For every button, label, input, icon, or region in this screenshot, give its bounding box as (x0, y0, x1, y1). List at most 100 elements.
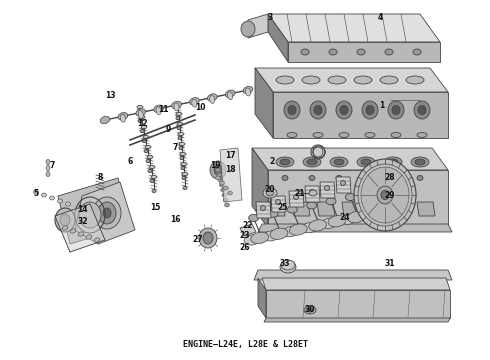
Polygon shape (55, 204, 105, 252)
Text: 5: 5 (33, 189, 39, 198)
Ellipse shape (203, 232, 213, 244)
Ellipse shape (365, 132, 375, 138)
Ellipse shape (354, 76, 372, 84)
Ellipse shape (309, 220, 326, 231)
Ellipse shape (223, 186, 228, 190)
Ellipse shape (79, 199, 101, 225)
Ellipse shape (336, 175, 342, 180)
Ellipse shape (180, 157, 184, 159)
Ellipse shape (377, 186, 393, 204)
Ellipse shape (121, 114, 125, 122)
Ellipse shape (417, 132, 427, 138)
Ellipse shape (360, 210, 376, 220)
Ellipse shape (138, 120, 142, 122)
Ellipse shape (347, 211, 365, 223)
Ellipse shape (417, 175, 423, 180)
Polygon shape (292, 202, 310, 216)
Ellipse shape (334, 159, 344, 165)
Text: 31: 31 (385, 258, 395, 267)
Ellipse shape (79, 202, 101, 228)
Ellipse shape (361, 167, 409, 223)
Ellipse shape (288, 105, 296, 114)
Polygon shape (58, 178, 130, 244)
Ellipse shape (264, 231, 279, 241)
Ellipse shape (287, 132, 297, 138)
Ellipse shape (280, 159, 290, 165)
Ellipse shape (330, 157, 348, 167)
Ellipse shape (147, 156, 153, 158)
Ellipse shape (179, 147, 183, 149)
Ellipse shape (49, 196, 54, 200)
Ellipse shape (214, 165, 222, 175)
Ellipse shape (313, 147, 323, 157)
Text: 7: 7 (49, 161, 55, 170)
Text: 3: 3 (268, 13, 272, 22)
Polygon shape (273, 92, 448, 138)
Ellipse shape (263, 188, 277, 198)
Ellipse shape (366, 105, 374, 114)
Ellipse shape (391, 132, 401, 138)
Text: 22: 22 (243, 220, 253, 230)
Ellipse shape (307, 159, 317, 165)
Text: 33: 33 (280, 258, 290, 267)
Ellipse shape (103, 208, 111, 218)
Ellipse shape (340, 105, 348, 114)
Ellipse shape (245, 88, 250, 96)
Text: 11: 11 (158, 105, 168, 114)
Ellipse shape (270, 228, 288, 239)
Polygon shape (417, 202, 435, 216)
Polygon shape (220, 148, 242, 202)
Ellipse shape (414, 101, 430, 119)
Ellipse shape (225, 90, 235, 98)
Ellipse shape (60, 214, 70, 226)
Ellipse shape (144, 149, 148, 153)
Ellipse shape (172, 101, 181, 109)
Text: 2: 2 (270, 158, 274, 166)
Polygon shape (262, 278, 450, 290)
Ellipse shape (218, 178, 223, 182)
Text: 9: 9 (166, 126, 171, 135)
Ellipse shape (266, 190, 274, 196)
Ellipse shape (328, 76, 346, 84)
Polygon shape (271, 196, 286, 212)
Ellipse shape (357, 157, 375, 167)
Ellipse shape (94, 238, 100, 242)
Ellipse shape (178, 132, 184, 135)
Text: 14: 14 (77, 206, 87, 215)
Ellipse shape (362, 101, 378, 119)
Ellipse shape (329, 49, 337, 55)
Ellipse shape (283, 226, 298, 237)
Ellipse shape (224, 203, 229, 207)
Ellipse shape (217, 173, 222, 177)
Ellipse shape (55, 208, 75, 232)
Polygon shape (317, 202, 335, 216)
Ellipse shape (152, 189, 156, 193)
Text: 19: 19 (210, 161, 220, 170)
Ellipse shape (341, 214, 357, 224)
Ellipse shape (179, 143, 185, 145)
Ellipse shape (301, 49, 309, 55)
Polygon shape (254, 270, 452, 280)
Ellipse shape (282, 175, 288, 180)
Ellipse shape (176, 117, 180, 120)
Ellipse shape (86, 235, 92, 239)
Ellipse shape (392, 105, 400, 114)
Ellipse shape (220, 183, 224, 187)
Polygon shape (289, 191, 304, 207)
Ellipse shape (390, 175, 396, 180)
Ellipse shape (100, 116, 110, 124)
Polygon shape (240, 224, 256, 236)
Ellipse shape (287, 206, 297, 213)
Ellipse shape (328, 216, 346, 227)
Ellipse shape (140, 130, 144, 132)
Ellipse shape (210, 161, 226, 179)
Polygon shape (288, 42, 440, 62)
Text: 29: 29 (385, 190, 395, 199)
Ellipse shape (176, 112, 182, 116)
Ellipse shape (303, 157, 321, 167)
Ellipse shape (284, 101, 300, 119)
Ellipse shape (268, 210, 278, 217)
Ellipse shape (294, 194, 298, 199)
Text: 18: 18 (225, 166, 235, 175)
Ellipse shape (418, 105, 426, 114)
